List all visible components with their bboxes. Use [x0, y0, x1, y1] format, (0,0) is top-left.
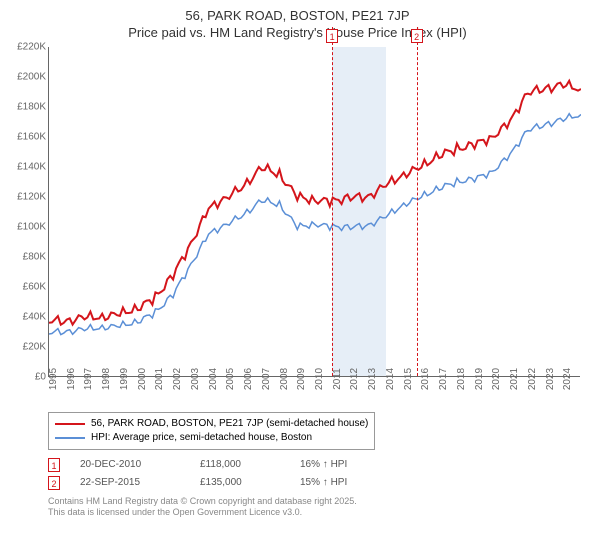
legend-swatch-series2: [55, 437, 85, 439]
sale-hpi-delta: 16% ↑ HPI: [300, 459, 400, 470]
y-tick-label: £120K: [17, 191, 46, 202]
legend-row: 56, PARK ROAD, BOSTON, PE21 7JP (semi-de…: [55, 417, 368, 431]
footer-line2: This data is licensed under the Open Gov…: [48, 507, 302, 517]
legend-label-series1: 56, PARK ROAD, BOSTON, PE21 7JP (semi-de…: [91, 417, 368, 431]
title-address: 56, PARK ROAD, BOSTON, PE21 7JP: [185, 8, 409, 23]
sale-number-badge: 2: [48, 476, 60, 490]
sale-date: 22-SEP-2015: [80, 477, 200, 488]
y-tick-label: £20K: [23, 341, 46, 352]
sale-price: £135,000: [200, 477, 300, 488]
legend-swatch-series1: [55, 423, 85, 425]
legend-label-series2: HPI: Average price, semi-detached house,…: [91, 431, 312, 445]
chart-title: 56, PARK ROAD, BOSTON, PE21 7JP Price pa…: [10, 8, 585, 42]
legend-box: 56, PARK ROAD, BOSTON, PE21 7JP (semi-de…: [48, 412, 375, 450]
sale-row: 2 22-SEP-2015£135,00015% ↑ HPI: [48, 476, 585, 490]
y-tick-label: £160K: [17, 131, 46, 142]
sale-marker-line: [417, 27, 418, 376]
x-tick-label: 2024: [562, 368, 590, 390]
sale-row: 1 20-DEC-2010£118,00016% ↑ HPI: [48, 458, 585, 472]
y-tick-label: £200K: [17, 71, 46, 82]
chart-area: £0£20K£40K£60K£80K£100K£120K£140K£160K£1…: [48, 47, 580, 407]
sale-marker-line: [332, 27, 333, 376]
sale-number-badge: 1: [48, 458, 60, 472]
y-axis: £0 £20K £40K £60K £80K £100K £120K £140K £160K £1…: [10, 47, 48, 407]
chart-container: 56, PARK ROAD, BOSTON, PE21 7JP Price pa…: [0, 0, 600, 560]
y-tick-label: £40K: [23, 311, 46, 322]
y-tick-label: £220K: [17, 41, 46, 52]
x-axis: 1995199619971998199920002001200220032004…: [48, 377, 580, 407]
footer-line1: Contains HM Land Registry data © Crown c…: [48, 496, 357, 506]
y-tick-label: £140K: [17, 161, 46, 172]
y-tick-label: £80K: [23, 251, 46, 262]
sale-hpi-delta: 15% ↑ HPI: [300, 477, 400, 488]
sale-marker-badge: 1: [326, 29, 338, 43]
plot-area: 12: [48, 47, 580, 377]
line-chart-svg: [49, 47, 581, 377]
y-tick-label: £0: [35, 371, 46, 382]
y-tick-label: £180K: [17, 101, 46, 112]
series-line: [49, 113, 581, 334]
y-tick-label: £100K: [17, 221, 46, 232]
sale-date: 20-DEC-2010: [80, 459, 200, 470]
sales-table: 1 20-DEC-2010£118,00016% ↑ HPI 2 22-SEP-201…: [48, 458, 585, 490]
legend-row: HPI: Average price, semi-detached house,…: [55, 431, 368, 445]
sale-marker-badge: 2: [411, 29, 423, 43]
series-line: [49, 81, 581, 325]
y-tick-label: £60K: [23, 281, 46, 292]
footer-attribution: Contains HM Land Registry data © Crown c…: [48, 496, 585, 519]
sale-price: £118,000: [200, 459, 300, 470]
